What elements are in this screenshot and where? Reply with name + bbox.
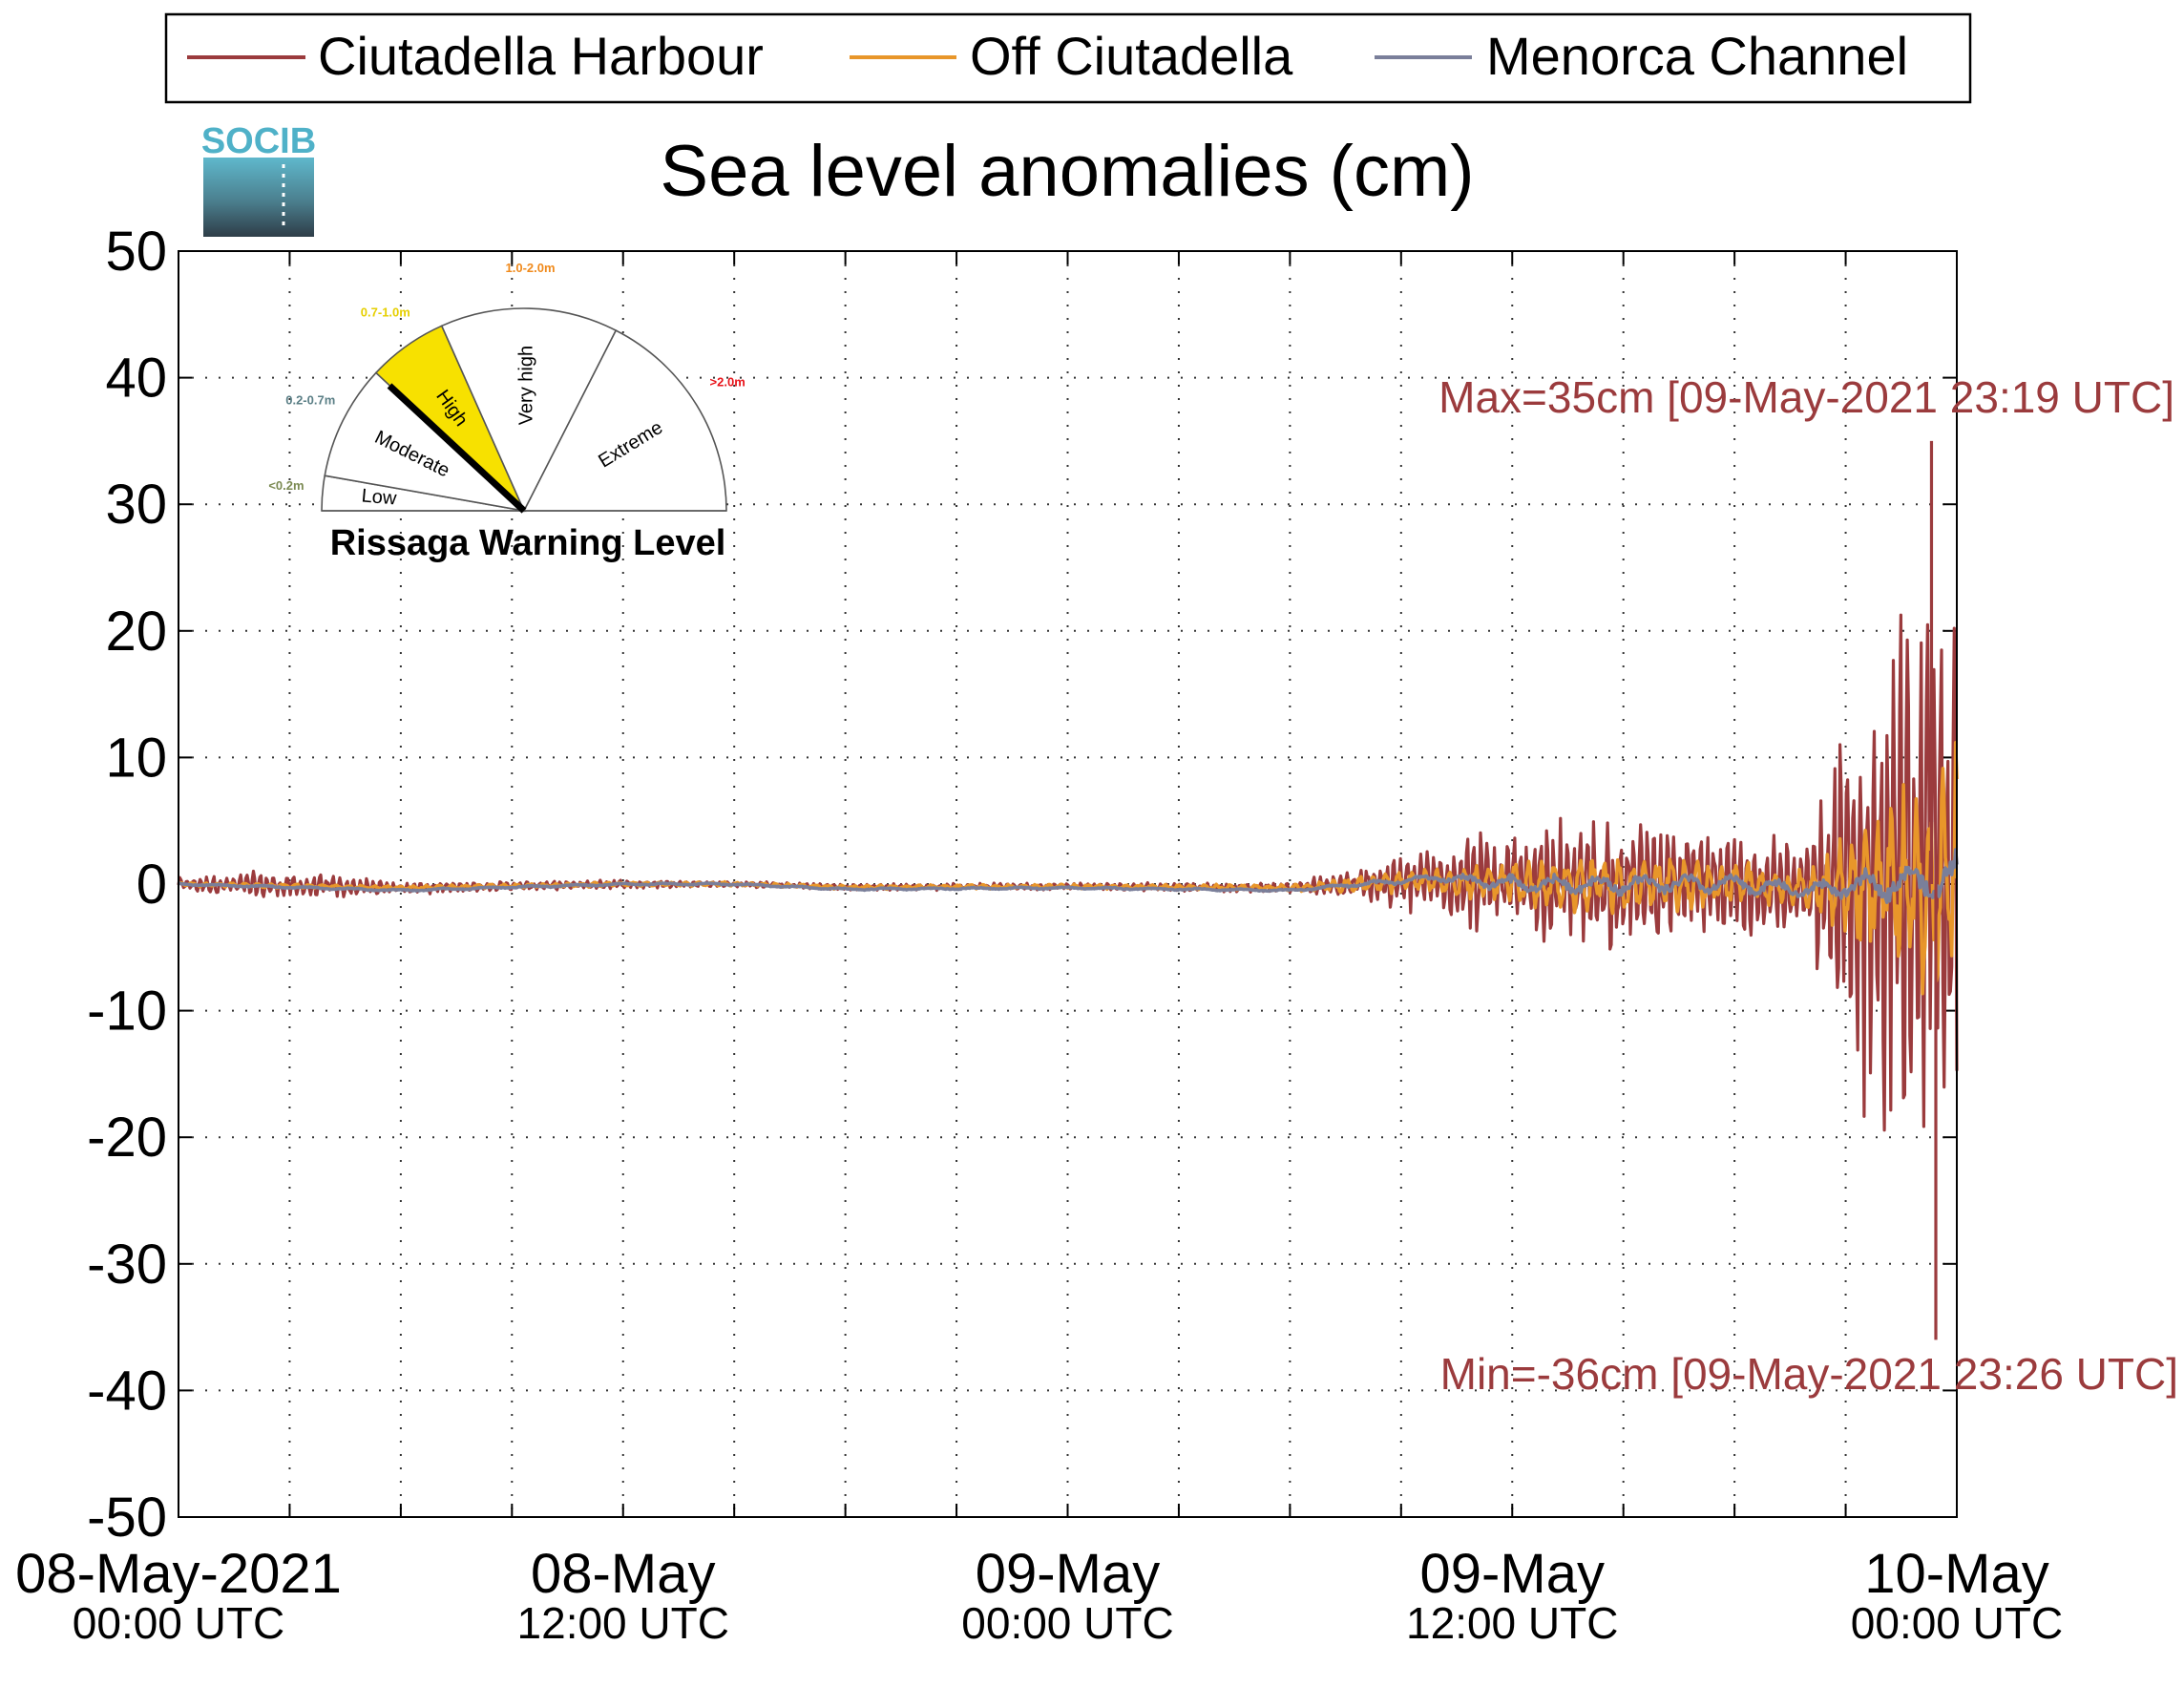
series-line-menorca-channel	[178, 848, 1959, 904]
y-tick-label: 50	[105, 221, 167, 283]
gauge-sector-moderate	[324, 371, 527, 513]
series-lines	[177, 440, 1959, 1340]
y-tick-label: 20	[105, 601, 167, 663]
legend-label-menorca-channel: Menorca Channel	[1486, 26, 1908, 86]
x-tick-label: 09-May	[1420, 1543, 1605, 1605]
y-tick-label: 10	[105, 727, 167, 789]
legend-label-off-ciutadella: Off Ciutadella	[970, 26, 1293, 86]
x-tick-label: 08-May-2021	[15, 1543, 342, 1605]
y-tick-label: 40	[105, 348, 167, 410]
y-tick-label: -40	[87, 1360, 167, 1422]
plot-border	[178, 250, 1958, 1518]
socib-logo: SOCIB	[201, 121, 316, 237]
x-tick-sublabel: 12:00 UTC	[517, 1598, 729, 1648]
legend: Ciutadella Harbour Off Ciutadella Menorc…	[164, 12, 1972, 104]
gauge-sector-very-high	[440, 307, 618, 513]
min-annotation: Min=-36cm [09-May-2021 23:26 UTC]	[1440, 1349, 2178, 1399]
gauge-title: Rissaga Warning Level	[330, 523, 726, 563]
y-tick-label: -10	[87, 981, 167, 1043]
gauge-sector-very-high-label: Very high	[516, 346, 537, 425]
max-annotation: Max=35cm [09-May-2021 23:19 UTC]	[1438, 372, 2174, 422]
gauge-sectors	[321, 307, 727, 513]
x-tick-sublabel: 00:00 UTC	[73, 1598, 284, 1648]
legend-item-menorca-channel: Menorca Channel	[1375, 26, 1908, 86]
y-tick-label: -50	[87, 1487, 167, 1549]
y-tick-label: -30	[87, 1234, 167, 1296]
gauge-sector-very-high-range: 1.0-2.0m	[506, 261, 556, 275]
gauge-needle	[387, 383, 527, 514]
x-tick-label: 08-May	[531, 1543, 715, 1605]
gauge-sector-low-label: Low	[361, 485, 398, 509]
gauge-sector-low-range: <0.2m	[268, 478, 304, 493]
x-tick-sublabel: 12:00 UTC	[1406, 1598, 1618, 1648]
socib-logo-text: SOCIB	[201, 121, 316, 161]
x-tick-sublabel: 00:00 UTC	[961, 1598, 1173, 1648]
gauge-sector-extreme-range: >2.0m	[710, 374, 746, 389]
socib-logo-wave	[203, 158, 314, 237]
y-tick-labels: 50 40 30 20 10 0 -10 -20 -30 -40 -50	[87, 221, 167, 1549]
gauge-sector-extreme	[522, 329, 727, 512]
x-tick-label: 10-May	[1864, 1543, 2048, 1605]
y-tick-label: -20	[87, 1107, 167, 1169]
legend-label-ciutadella-harbour: Ciutadella Harbour	[318, 26, 764, 86]
chart-title: Sea level anomalies (cm)	[660, 131, 1474, 212]
x-tick-sublabel: 00:00 UTC	[1851, 1598, 2063, 1648]
y-tick-label: 0	[136, 854, 167, 916]
gauge-sector-moderate-range: 0.2-0.7m	[285, 392, 335, 407]
legend-box	[164, 12, 1972, 104]
gauge-sector-high-range: 0.7-1.0m	[361, 305, 410, 319]
x-tick-label: 09-May	[976, 1543, 1160, 1605]
legend-item-ciutadella-harbour: Ciutadella Harbour	[187, 26, 764, 86]
y-tick-label: 30	[105, 474, 167, 536]
legend-item-off-ciutadella: Off Ciutadella	[850, 26, 1293, 86]
